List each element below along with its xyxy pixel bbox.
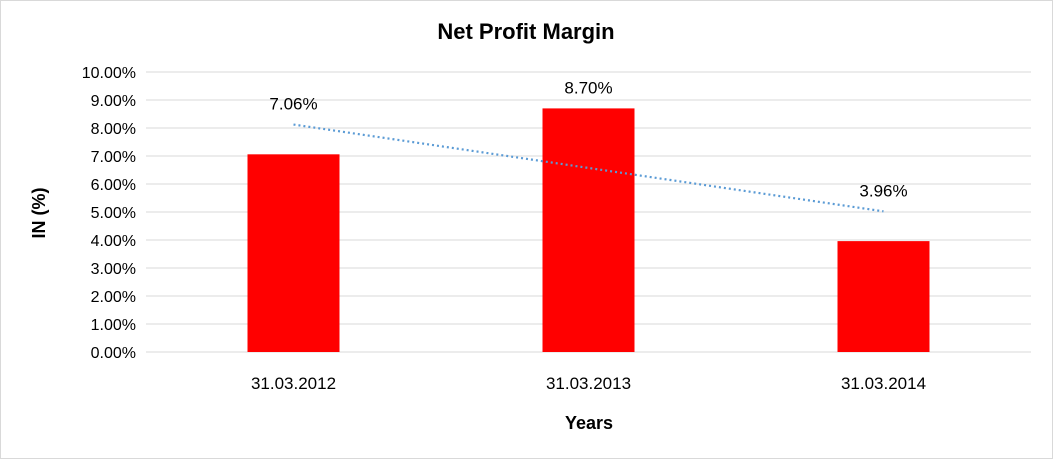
y-tick-label: 4.00%	[91, 233, 136, 250]
trendline	[293, 123, 884, 213]
trendline-group	[293, 123, 884, 213]
y-tick-label: 3.00%	[91, 261, 136, 278]
y-tick-label: 8.00%	[91, 121, 136, 138]
y-axis-title: IN (%)	[29, 188, 49, 239]
y-axis-ticks: 0.00% 1.00% 2.00% 3.00% 4.00% 5.00% 6.00% 7.00%…	[82, 65, 136, 362]
data-label: 3.96%	[859, 181, 907, 200]
x-axis-title: Years	[565, 413, 613, 433]
bar	[247, 154, 340, 352]
y-tick-label: 5.00%	[91, 205, 136, 222]
y-tick-label: 6.00%	[91, 177, 136, 194]
bar	[542, 108, 635, 353]
y-tick-label: 0.00%	[91, 345, 136, 362]
x-tick-label: 31.03.2012	[251, 374, 336, 393]
data-label: 8.70%	[564, 78, 612, 97]
x-tick-label: 31.03.2013	[546, 374, 631, 393]
data-labels: 7.06% 8.70% 3.96%	[269, 78, 907, 200]
y-tick-label: 9.00%	[91, 93, 136, 110]
x-tick-label: 31.03.2014	[841, 374, 926, 393]
x-axis-ticks: 31.03.2012 31.03.2013 31.03.2014	[251, 374, 926, 393]
y-tick-label: 10.00%	[82, 65, 136, 82]
bars	[247, 108, 930, 353]
y-tick-label: 7.00%	[91, 149, 136, 166]
y-tick-label: 1.00%	[91, 317, 136, 334]
y-tick-label: 2.00%	[91, 289, 136, 306]
data-label: 7.06%	[269, 95, 317, 114]
bar	[837, 241, 930, 352]
chart-title: Net Profit Margin	[437, 19, 614, 44]
